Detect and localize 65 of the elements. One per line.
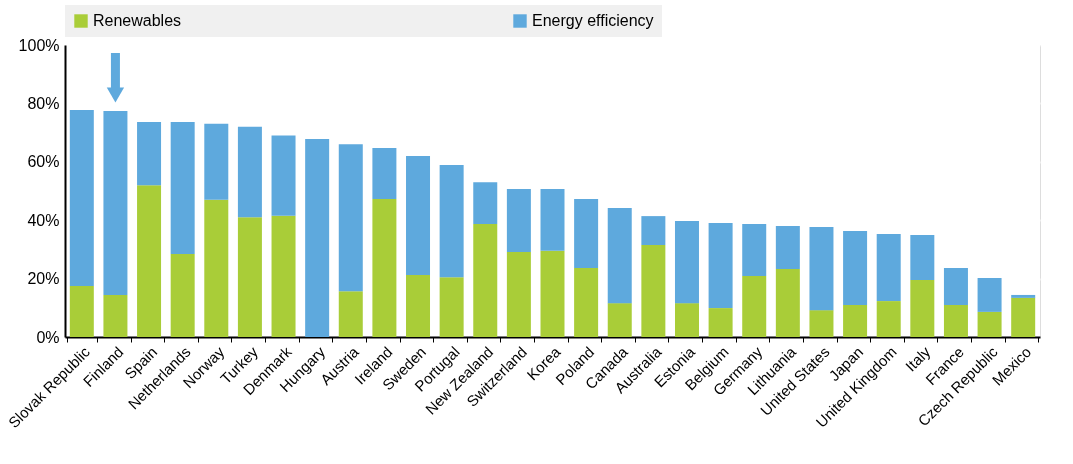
bar (843, 231, 868, 305)
bar (809, 310, 834, 337)
y-tick-label: 20% (27, 270, 60, 288)
bar (204, 199, 229, 337)
y-tick-label: 100% (18, 36, 60, 54)
bar (742, 224, 767, 276)
bar (506, 188, 531, 253)
bar (910, 235, 935, 281)
bar (742, 275, 767, 337)
bar (103, 110, 128, 295)
bar (775, 226, 800, 269)
bar (708, 308, 733, 337)
bar (406, 155, 431, 276)
bar (506, 252, 531, 337)
bar (372, 148, 397, 199)
legend-label: Renewables (93, 12, 182, 29)
bar (271, 135, 296, 216)
bar (775, 268, 800, 337)
bar (237, 126, 262, 218)
bar (607, 303, 632, 337)
bar (674, 221, 699, 304)
bar (977, 278, 1002, 312)
bar (473, 182, 498, 224)
bar (69, 285, 94, 337)
bar (708, 223, 733, 309)
bar (204, 123, 229, 200)
legend-label: Energy efficiency (532, 12, 654, 29)
bar (137, 122, 162, 186)
bar (574, 268, 599, 337)
bar (1011, 297, 1036, 337)
bar (641, 245, 666, 337)
bar (406, 275, 431, 337)
bar (574, 198, 599, 269)
bar (137, 185, 162, 337)
bar (641, 216, 666, 246)
bar (843, 304, 868, 337)
bar (439, 165, 464, 278)
y-tick-label: 40% (27, 211, 60, 229)
bar (305, 139, 330, 337)
bar (103, 294, 128, 337)
bar (943, 304, 968, 337)
bar (338, 144, 363, 292)
y-tick-label: 0% (36, 328, 60, 346)
bar (271, 215, 296, 337)
bar (439, 277, 464, 337)
bar (372, 198, 397, 337)
bar (607, 207, 632, 304)
bar (69, 110, 94, 286)
bar (910, 280, 935, 337)
bar (170, 254, 195, 337)
bar (674, 303, 699, 337)
bar (809, 226, 834, 311)
bar (338, 291, 363, 337)
bar (876, 233, 901, 302)
bar (943, 268, 968, 305)
y-tick-label: 60% (27, 153, 60, 171)
bar (540, 250, 565, 337)
bar (1011, 294, 1036, 298)
bar (473, 224, 498, 337)
bar (237, 217, 262, 337)
y-tick-label: 80% (27, 94, 60, 112)
bar (170, 122, 195, 255)
bar (876, 301, 901, 337)
bar (540, 188, 565, 251)
bar (977, 311, 1002, 337)
